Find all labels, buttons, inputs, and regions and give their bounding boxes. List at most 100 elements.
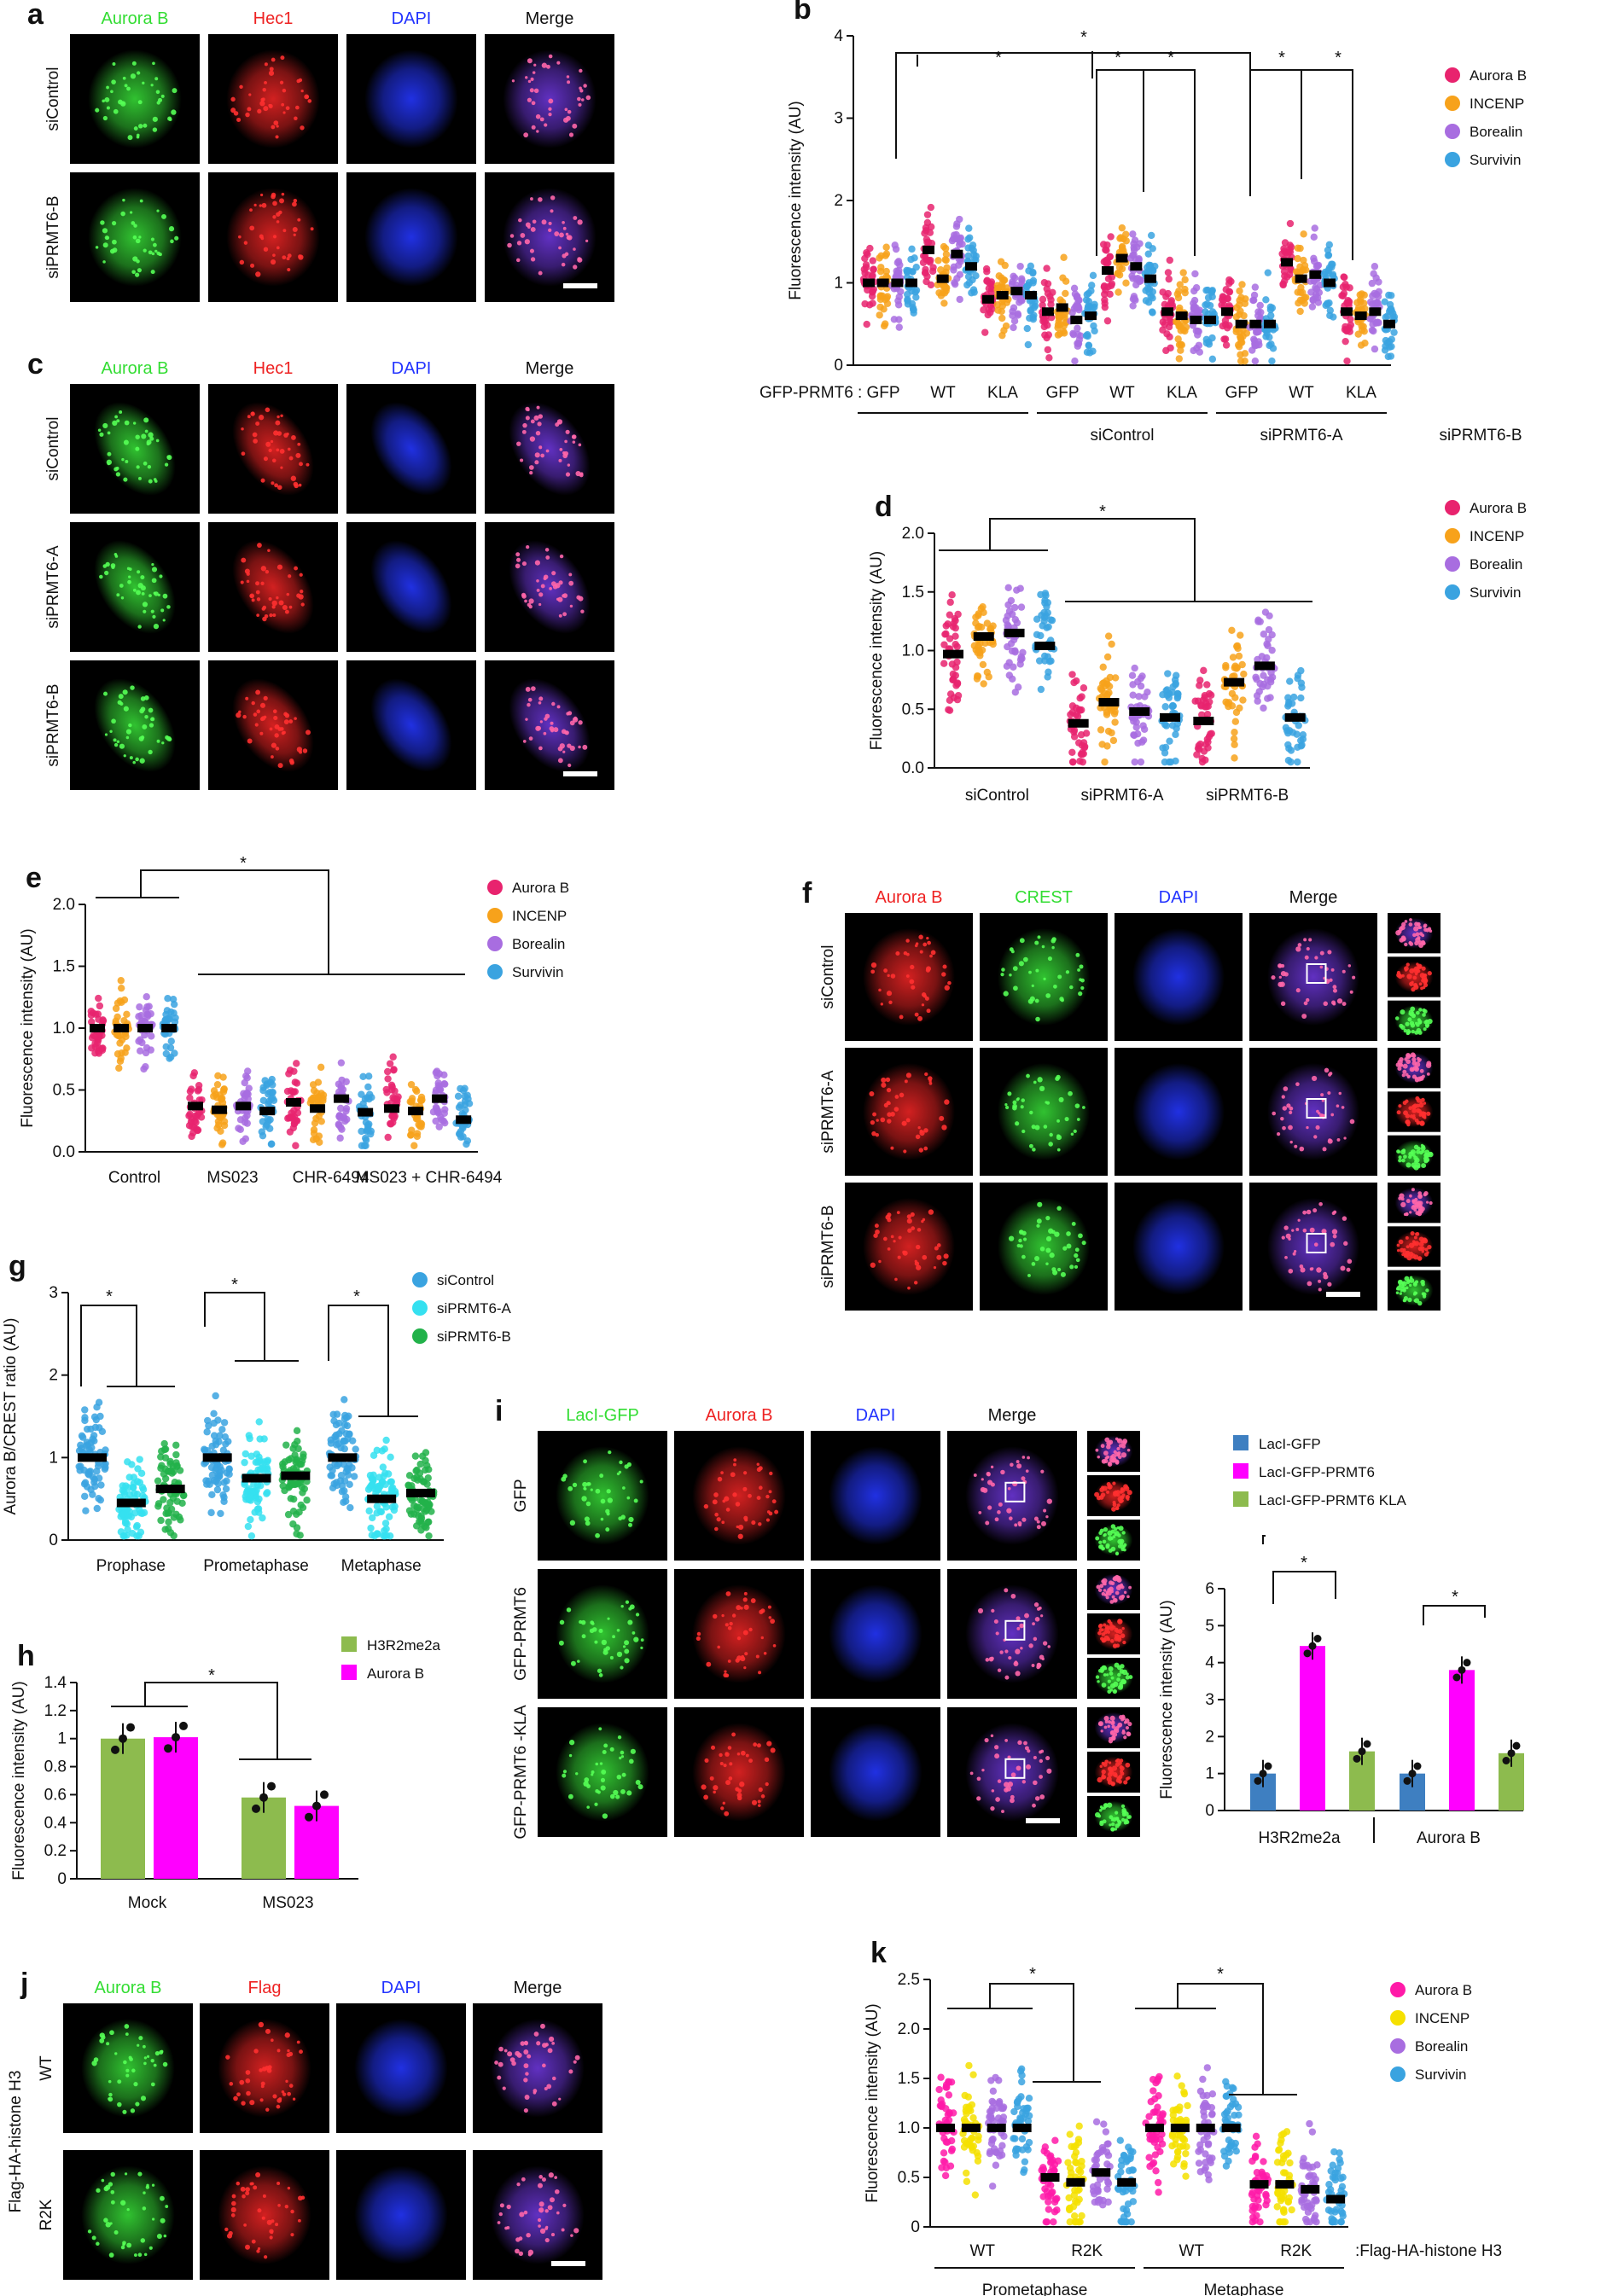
data-point: [384, 1075, 392, 1083]
data-point: [259, 1086, 267, 1095]
cell-dot: [1009, 973, 1012, 977]
cell-dot: [1111, 1822, 1115, 1827]
cell-dot: [567, 711, 573, 716]
cell-dot: [565, 429, 570, 434]
data-point: [964, 273, 973, 281]
cell-dot: [165, 2205, 169, 2208]
data-point: [1010, 317, 1019, 325]
cell-dot: [1406, 1075, 1411, 1078]
cell-dot: [1119, 1769, 1124, 1774]
cell-dot: [1105, 1596, 1109, 1600]
cell-dot: [1079, 964, 1084, 969]
cell-dot: [160, 2195, 165, 2201]
cell-dot: [573, 216, 578, 220]
data-point: [1161, 320, 1169, 328]
data-point: [268, 1140, 276, 1148]
data-point: [1104, 727, 1113, 735]
scale-bar: [1326, 1292, 1360, 1297]
cell-dot: [571, 434, 577, 439]
channel-label: LacI-GFP: [566, 1406, 639, 1425]
data-point: [951, 280, 959, 288]
cell-dot: [538, 414, 544, 419]
cell-dot: [1101, 1769, 1106, 1775]
data-point: [1294, 758, 1301, 766]
cell-dot: [1105, 1673, 1109, 1677]
cell-dot: [1402, 1101, 1407, 1106]
cell-dot: [943, 1253, 949, 1259]
cell-dot: [268, 103, 271, 108]
data-point: [1208, 355, 1217, 363]
data-point: [407, 1131, 415, 1139]
cell-dot: [286, 432, 289, 436]
cell-dot: [1404, 966, 1409, 971]
cell-dot: [1289, 1110, 1293, 1115]
cell-dot: [926, 936, 929, 940]
cell-dot: [730, 1472, 736, 1478]
data-point: [435, 1070, 444, 1078]
cell-dot: [121, 457, 125, 462]
cell-signal: [491, 2165, 585, 2264]
cell-dot: [133, 126, 138, 131]
data-point: [1029, 276, 1038, 285]
data-point: [293, 1060, 300, 1067]
cell-dot: [1110, 1524, 1116, 1529]
cell-dot: [607, 1497, 614, 1503]
cell-dot: [120, 596, 125, 600]
cell-dot: [520, 2041, 526, 2046]
cell-dot: [1101, 1547, 1105, 1551]
cell-dot: [1427, 1018, 1433, 1025]
cell-dot: [1102, 1485, 1108, 1491]
cell-dot: [270, 2230, 274, 2235]
cell-dot: [264, 80, 267, 84]
cell-dot: [927, 940, 931, 945]
mean-bar: [212, 1105, 228, 1114]
cell-dot: [1105, 1543, 1110, 1548]
cell-dot: [585, 95, 591, 101]
channel-label: Merge: [1289, 888, 1338, 907]
cell-dot: [256, 709, 261, 714]
cell-signal: [491, 2019, 585, 2118]
cell-dot: [550, 721, 554, 725]
cell-dot: [918, 934, 923, 940]
cell-dot: [290, 2233, 294, 2237]
cell-dot: [622, 1486, 626, 1490]
cell-dot: [628, 1516, 634, 1523]
data-point: [314, 1078, 323, 1086]
cell-dot: [138, 2036, 143, 2041]
cell-dot: [1097, 1630, 1102, 1636]
cell-dot: [152, 242, 157, 247]
bracket-line: [1301, 69, 1353, 260]
cell-dot: [1286, 1103, 1291, 1108]
cell-dot: [768, 1511, 773, 1516]
cell-signal: [232, 402, 314, 496]
cell-dot: [887, 974, 890, 978]
cell-signal: [965, 1723, 1059, 1822]
cell-dot: [613, 1789, 619, 1796]
cell-dot: [515, 563, 521, 569]
data-point: [340, 1114, 348, 1122]
panel-c-micrographs: c Aurora B Hec1 DAPI MergesiControlsiPRMT6-A…: [27, 348, 614, 790]
cell-dot: [272, 235, 277, 239]
cell-dot: [551, 2041, 555, 2045]
cell-dot: [703, 1794, 709, 1800]
cell-dot: [1278, 975, 1282, 979]
cell-dot: [969, 1771, 974, 1776]
data-point: [1262, 296, 1270, 304]
data-point: [389, 1053, 397, 1061]
cell-dot: [246, 572, 250, 576]
data-point: [135, 1038, 143, 1045]
cell-dot: [1007, 1755, 1011, 1759]
data-point: [952, 671, 959, 679]
cell-dot: [567, 235, 573, 241]
cell-dot: [107, 431, 111, 435]
y-tick-label: 0.5: [902, 700, 924, 718]
data-point: [389, 1094, 397, 1101]
channel-label: Aurora B: [706, 1406, 773, 1425]
cell-dot: [109, 729, 113, 733]
cell-dot: [1420, 1097, 1425, 1102]
cell-dot: [1004, 1787, 1009, 1793]
data-point: [461, 1097, 469, 1105]
data-point: [87, 1011, 96, 1019]
mean-bar: [1284, 712, 1306, 722]
cell-dot: [1119, 1764, 1124, 1770]
